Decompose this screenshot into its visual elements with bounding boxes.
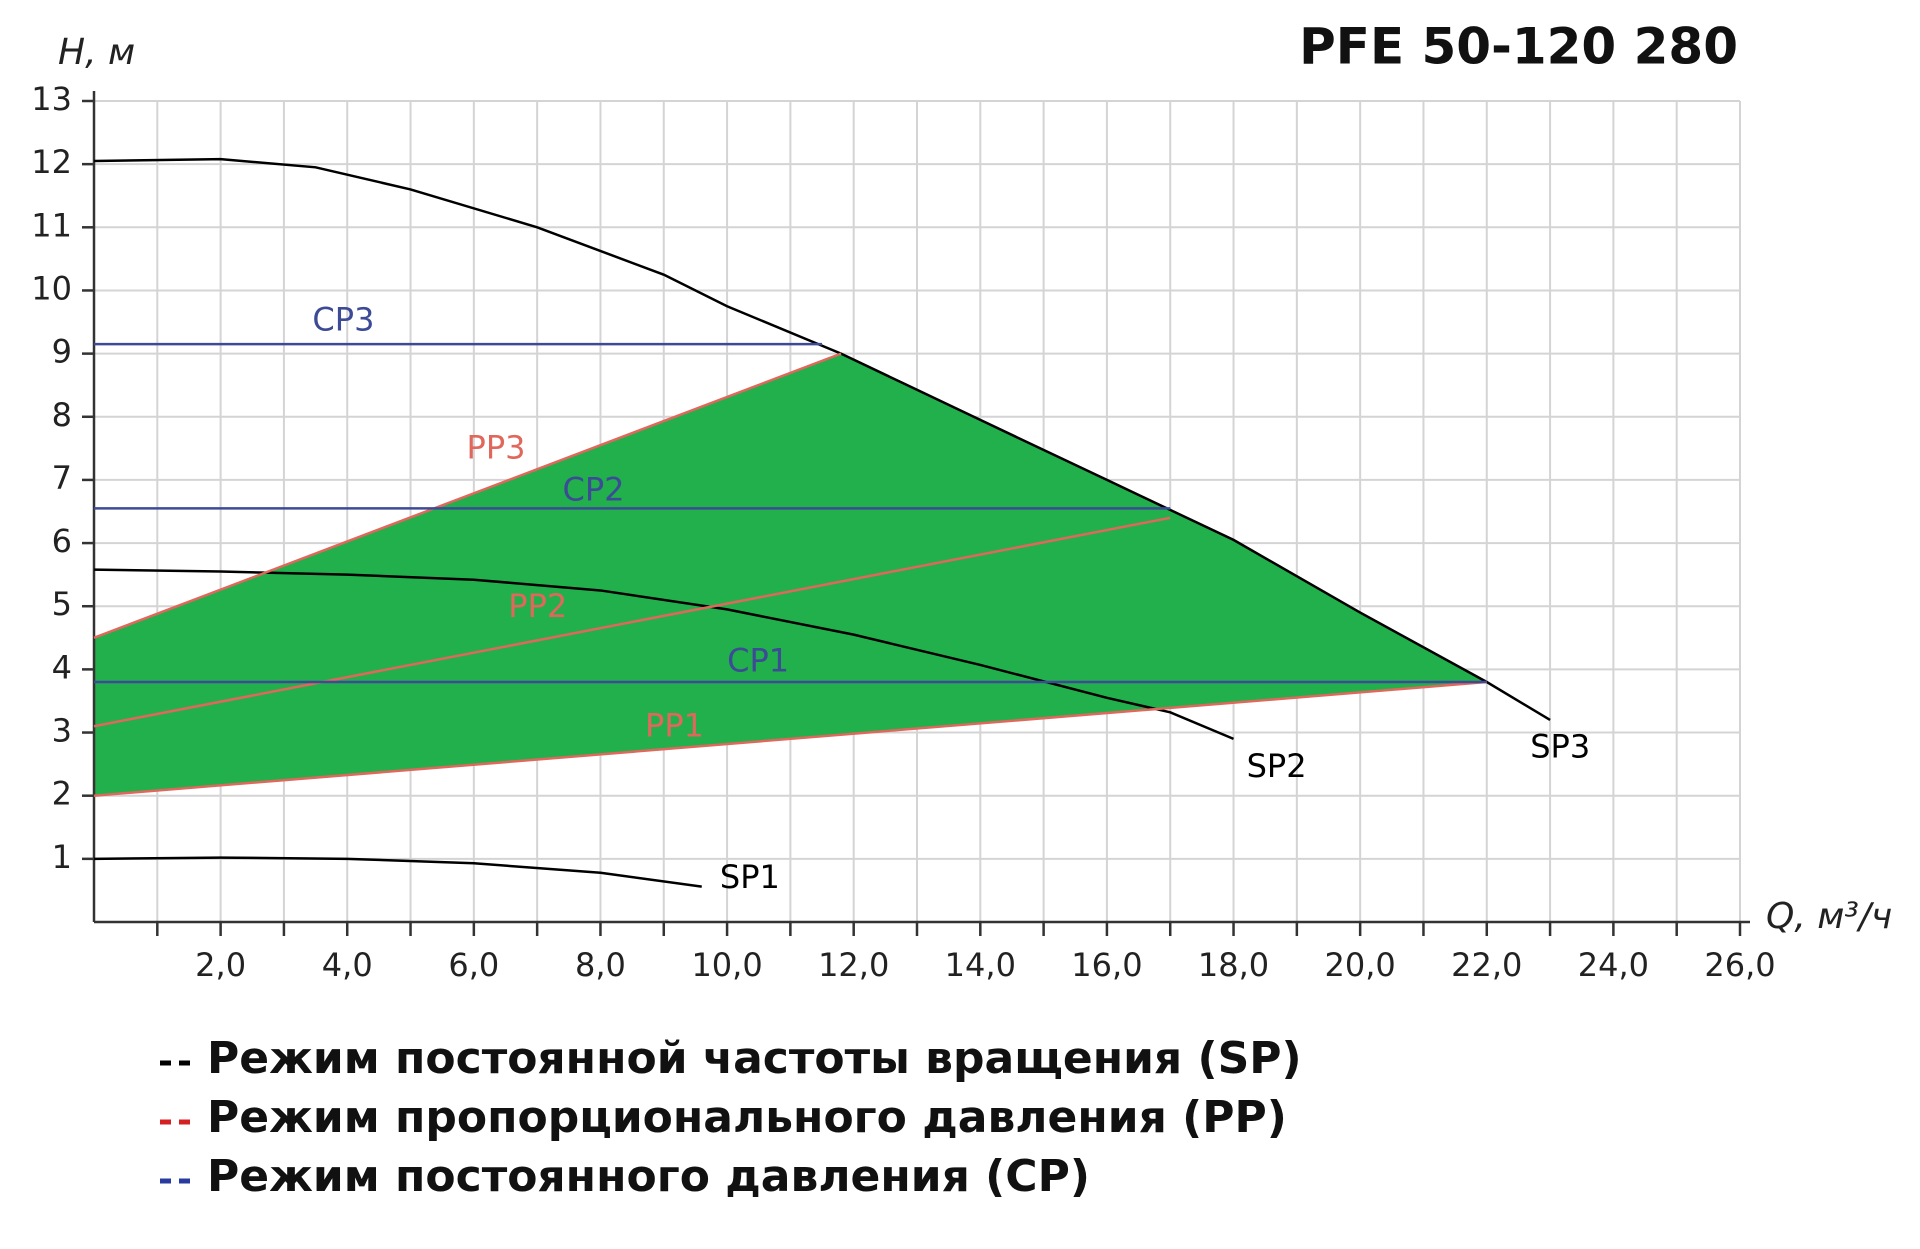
series-label: PP3 bbox=[467, 429, 526, 467]
y-tick-label: 10 bbox=[31, 269, 72, 307]
series-line bbox=[93, 516, 1171, 728]
y-tick-label: 1 bbox=[52, 838, 72, 876]
x-tick-label: 4,0 bbox=[322, 946, 373, 984]
series-line bbox=[93, 568, 1235, 741]
y-tick-label: 9 bbox=[52, 333, 72, 371]
operating-area bbox=[94, 353, 1487, 796]
series-line bbox=[93, 352, 842, 639]
x-axis-label: Q, м³/ч bbox=[1766, 896, 1892, 937]
y-tick-label: 4 bbox=[52, 648, 72, 686]
y-tick-label: 7 bbox=[52, 459, 72, 497]
x-tick-label: 14,0 bbox=[945, 946, 1016, 984]
legend-label: Режим постоянной частоты вращения (SP) bbox=[207, 1033, 1302, 1084]
legend-label: Режим пропорционального давления (PP) bbox=[207, 1092, 1287, 1143]
y-tick-label: 8 bbox=[52, 396, 72, 434]
x-tick-label: 16,0 bbox=[1071, 946, 1142, 984]
x-tick-label: 12,0 bbox=[818, 946, 889, 984]
x-tick-label: 22,0 bbox=[1451, 946, 1522, 984]
y-tick-label: 5 bbox=[52, 585, 72, 623]
x-tick-label: 10,0 bbox=[691, 946, 762, 984]
y-tick-label: 3 bbox=[52, 712, 72, 750]
y-tick-label: 2 bbox=[52, 775, 72, 813]
series-label: SP2 bbox=[1247, 747, 1307, 785]
y-tick-label: 11 bbox=[31, 206, 72, 244]
y-tick-label: 6 bbox=[52, 522, 72, 560]
x-tick-label: 2,0 bbox=[195, 946, 246, 984]
series-line bbox=[93, 856, 702, 888]
series-label: PP1 bbox=[645, 706, 704, 744]
x-tick-label: 24,0 bbox=[1578, 946, 1649, 984]
series-label: SP3 bbox=[1530, 727, 1590, 765]
series-label: CP2 bbox=[562, 470, 624, 508]
y-tick-label: 13 bbox=[31, 80, 72, 118]
series-label: CP3 bbox=[312, 300, 374, 338]
y-axis-label: H, м bbox=[58, 32, 135, 73]
series-label: CP1 bbox=[727, 641, 789, 679]
x-tick-label: 26,0 bbox=[1704, 946, 1775, 984]
series-label: SP1 bbox=[720, 858, 780, 896]
x-tick-label: 6,0 bbox=[448, 946, 499, 984]
x-tick-label: 20,0 bbox=[1325, 946, 1396, 984]
x-tick-label: 18,0 bbox=[1198, 946, 1269, 984]
series-line bbox=[93, 157, 1551, 721]
series-label: PP2 bbox=[508, 587, 567, 625]
x-tick-label: 8,0 bbox=[575, 946, 626, 984]
chart-title: PFE 50-120 280 bbox=[1299, 18, 1738, 76]
series-line bbox=[93, 680, 1487, 797]
legend-label: Режим постоянного давления (CP) bbox=[207, 1151, 1090, 1202]
y-tick-label: 12 bbox=[31, 143, 72, 181]
